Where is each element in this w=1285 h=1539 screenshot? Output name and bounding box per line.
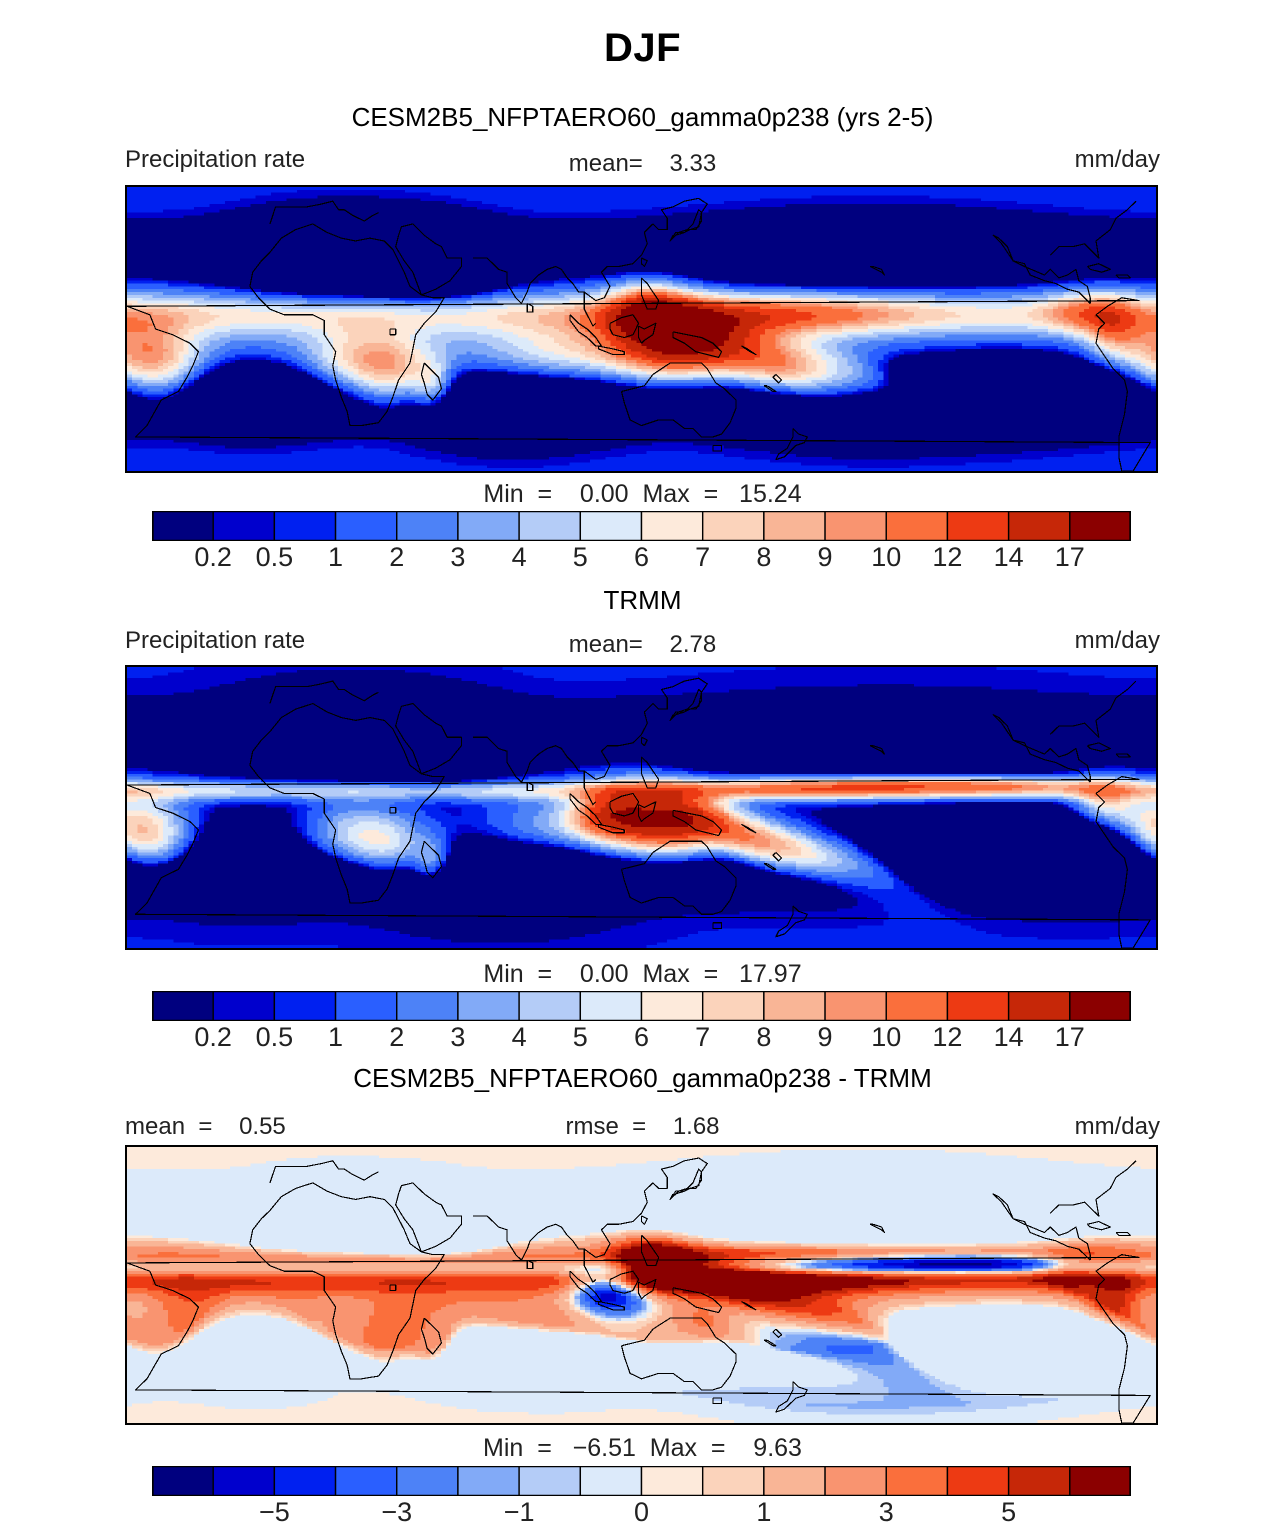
colorbar-model	[152, 511, 1131, 541]
colorbar-tick: 4	[511, 542, 527, 572]
colorbar-tick: 5	[572, 542, 588, 572]
colorbar-tick: 0.2	[194, 542, 232, 572]
colorbar-tick: 2	[389, 1022, 405, 1052]
colorbar-tick: 8	[756, 1022, 772, 1052]
minmax-obs: Min = 0.00 Max = 17.97	[483, 960, 802, 988]
colorbar-tick: 1	[328, 1022, 344, 1052]
colorbar-tick: 8	[756, 542, 772, 572]
colorbar-tick: 4	[511, 1022, 527, 1052]
panel-variable-label-model: Precipitation rate	[125, 146, 306, 173]
colorbar-tick: 6	[633, 1022, 650, 1052]
panel-units-obs: mm/day	[1074, 627, 1160, 654]
map-panel-model	[125, 185, 1158, 473]
colorbar-tick: 12	[932, 542, 963, 572]
map-panel-obs	[125, 665, 1158, 950]
colorbar-tick: 3	[450, 1022, 466, 1052]
colorbar-tick: 1	[756, 1497, 772, 1527]
panel-variable-label-obs: Precipitation rate	[125, 627, 306, 654]
colorbar-tick: 7	[695, 542, 711, 572]
panel-mean-difference: mean = 0.55	[125, 1113, 286, 1140]
panel-title-model: CESM2B5_NFPTAERO60_gamma0p238 (yrs 2-5)	[351, 102, 934, 132]
colorbar-tick: 14	[993, 1022, 1024, 1052]
colorbar-tick: 12	[932, 1022, 963, 1052]
colorbar-tick: 3	[878, 1497, 894, 1527]
colorbar-tick: 7	[695, 1022, 711, 1052]
colorbar-tick: 1	[328, 542, 344, 572]
colorbar-ticklabels-obs: 0.2 0.5 1 2 3 4 5 6 7 8 9 10 12 14 17	[152, 1022, 1131, 1056]
colorbar-tick: 2	[389, 542, 405, 572]
colorbar-tick: 0	[633, 1497, 650, 1527]
map-panel-difference	[125, 1145, 1158, 1425]
panel-mean-model: mean= 3.33	[568, 150, 717, 177]
minmax-model: Min = 0.00 Max = 15.24	[483, 480, 802, 508]
colorbar-tick: 6	[633, 542, 650, 572]
panel-mean-obs: mean= 2.78	[568, 631, 717, 658]
colorbar-tick: 0.5	[255, 542, 294, 572]
colorbar-tick: 5	[1001, 1497, 1017, 1527]
panel-units-model: mm/day	[1074, 146, 1160, 173]
panel-title-obs: TRMM	[603, 585, 682, 615]
colorbar-tick: 5	[572, 1022, 588, 1052]
season-title: DJF	[603, 26, 682, 70]
colorbar-ticklabels-model: 0.2 0.5 1 2 3 4 5 6 7 8 9 10 12 14 17	[152, 542, 1131, 576]
colorbar-tick: −1	[503, 1497, 535, 1527]
panel-rmse-difference: rmse = 1.68	[565, 1113, 720, 1140]
colorbar-tick: 17	[1054, 542, 1085, 572]
panel-title-difference: CESM2B5_NFPTAERO60_gamma0p238 - TRMM	[353, 1063, 932, 1093]
colorbar-tick: 14	[993, 542, 1024, 572]
colorbar-tick: −5	[258, 1497, 290, 1527]
colorbar-tick: 9	[817, 542, 833, 572]
colorbar-ticklabels-difference: −5 −3 −1 0 1 3 5	[152, 1497, 1131, 1531]
minmax-difference: Min = −6.51 Max = 9.63	[483, 1434, 802, 1462]
colorbar-tick: 3	[450, 542, 466, 572]
colorbar-tick: 10	[871, 1022, 902, 1052]
colorbar-tick: 17	[1054, 1022, 1085, 1052]
colorbar-difference	[152, 1466, 1131, 1496]
colorbar-tick: −3	[381, 1497, 413, 1527]
colorbar-tick: 9	[817, 1022, 833, 1052]
colorbar-tick: 0.2	[194, 1022, 232, 1052]
colorbar-tick: 0.5	[255, 1022, 294, 1052]
colorbar-obs	[152, 991, 1131, 1021]
panel-units-difference: mm/day	[1074, 1113, 1160, 1140]
colorbar-tick: 10	[871, 542, 902, 572]
